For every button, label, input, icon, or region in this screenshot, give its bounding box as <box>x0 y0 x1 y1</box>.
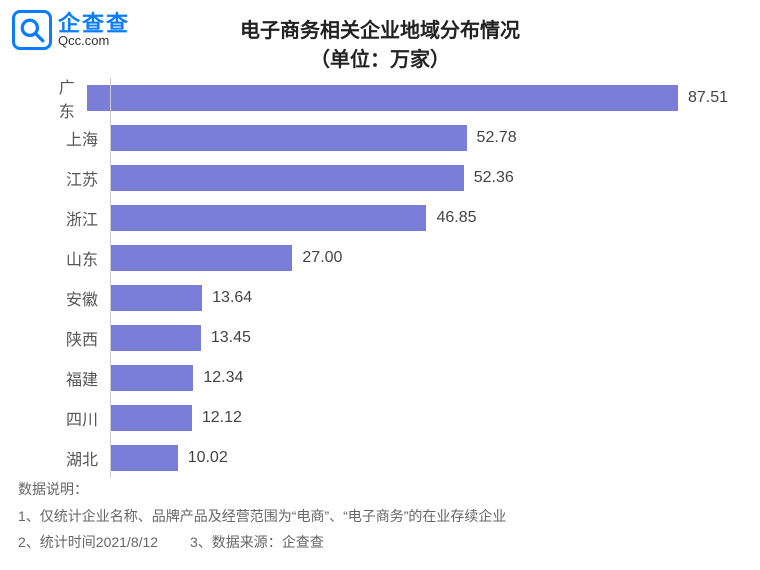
bar <box>110 205 426 231</box>
value-label: 12.12 <box>202 409 242 427</box>
qcc-logo: 企查查 Qcc.com <box>12 10 130 50</box>
magnifier-icon <box>19 17 45 43</box>
bar-row: 山东 27.00 <box>48 238 728 278</box>
bar <box>110 325 201 351</box>
bar-row: 江苏 52.36 <box>48 158 728 198</box>
value-label: 52.78 <box>477 129 517 147</box>
bar-row: 陕西 13.45 <box>48 318 728 358</box>
logo-text: 企查查 Qcc.com <box>58 12 130 48</box>
bar-chart: 广东87.51 上海 52.78 江苏 52.36 浙江 46.85 山东 27.00 安徽 13.… <box>48 78 728 478</box>
bar-track: 52.36 <box>110 158 728 198</box>
category-label: 上海 <box>48 126 110 150</box>
value-label: 13.64 <box>212 289 252 307</box>
category-label: 山东 <box>48 246 110 270</box>
value-label: 27.00 <box>302 249 342 267</box>
category-label: 湖北 <box>48 446 110 470</box>
bar-row: 广东87.51 <box>48 78 728 118</box>
bar-row: 安徽 13.64 <box>48 278 728 318</box>
bar-row: 上海 52.78 <box>48 118 728 158</box>
bar-row: 福建 12.34 <box>48 358 728 398</box>
bar-row: 四川 12.12 <box>48 398 728 438</box>
chart-footer: 数据说明： 1、仅统计企业名称、品牌产品及经营范围为“电商”、“电子商务”的在业… <box>18 476 742 556</box>
bar <box>110 125 467 151</box>
axis-line <box>110 78 111 478</box>
bar-track: 13.45 <box>110 318 728 358</box>
bar <box>110 285 202 311</box>
bar-row: 浙江 46.85 <box>48 198 728 238</box>
category-label: 安徽 <box>48 286 110 310</box>
category-label: 四川 <box>48 406 110 430</box>
bar <box>110 165 464 191</box>
footer-note-2: 2、统计时间2021/8/12 3、数据来源：企查查 <box>18 529 742 556</box>
footer-heading: 数据说明： <box>18 476 742 503</box>
footer-note-1: 1、仅统计企业名称、品牌产品及经营范围为“电商”、“电子商务”的在业存续企业 <box>18 503 742 530</box>
logo-en: Qcc.com <box>58 34 130 48</box>
category-label: 福建 <box>48 366 110 390</box>
footer-note-2a: 2、统计时间2021/8/12 <box>18 534 158 550</box>
logo-mark <box>12 10 52 50</box>
bar <box>110 445 178 471</box>
bar-track: 13.64 <box>110 278 728 318</box>
category-label: 江苏 <box>48 166 110 190</box>
bar <box>110 365 193 391</box>
bar <box>87 85 678 111</box>
bar-track: 12.34 <box>110 358 728 398</box>
bar <box>110 245 292 271</box>
value-label: 12.34 <box>203 369 243 387</box>
bar-track: 87.51 <box>87 78 728 118</box>
bar-track: 27.00 <box>110 238 728 278</box>
value-label: 46.85 <box>436 209 476 227</box>
value-label: 13.45 <box>211 329 251 347</box>
bar-row: 湖北 10.02 <box>48 438 728 478</box>
bar <box>110 405 192 431</box>
value-label: 52.36 <box>474 169 514 187</box>
category-label: 陕西 <box>48 326 110 350</box>
bar-track: 52.78 <box>110 118 728 158</box>
category-label: 浙江 <box>48 206 110 230</box>
value-label: 10.02 <box>188 449 228 467</box>
category-label: 广东 <box>48 74 87 122</box>
bar-track: 12.12 <box>110 398 728 438</box>
bar-track: 10.02 <box>110 438 728 478</box>
value-label: 87.51 <box>688 89 728 107</box>
bar-track: 46.85 <box>110 198 728 238</box>
footer-note-2b: 3、数据来源：企查查 <box>190 534 324 550</box>
